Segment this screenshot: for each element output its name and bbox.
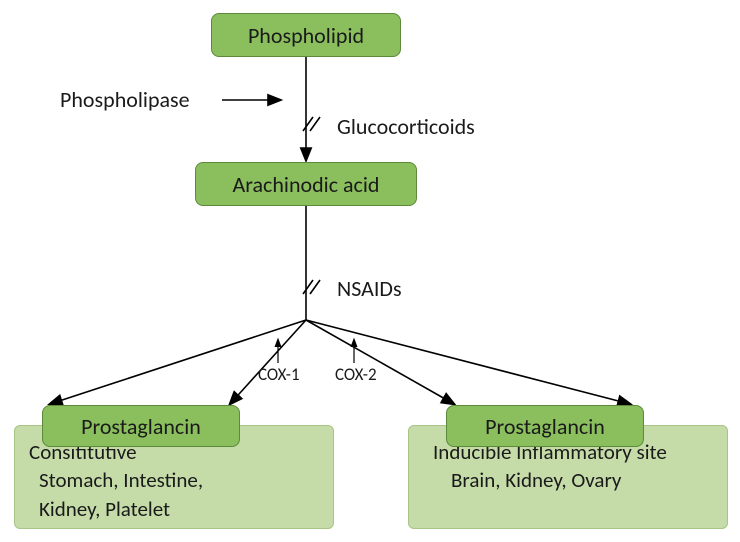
node-pg-right-label: Prostaglancin [485, 413, 605, 440]
node-phospholipid: Phospholipid [211, 13, 401, 57]
panel-right-line2: Brain, Kidney, Ovary [423, 466, 713, 494]
label-cox-2: COX-2 [335, 364, 377, 385]
node-prostaglancin-right: Prostaglancin [446, 405, 644, 447]
label-glucocorticoids: Glucocorticoids [337, 113, 475, 140]
label-nsaids: NSAIDs [337, 275, 402, 302]
panel-left-line3: Kidney, Platelet [29, 495, 319, 523]
label-cox-1: COX-1 [258, 364, 300, 385]
node-arachinodic-acid: Arachinodic acid [195, 162, 417, 206]
node-phospholipid-label: Phospholipid [248, 22, 364, 49]
panel-left-line2: Stomach, Intestine, [29, 466, 319, 494]
label-phospholipase: Phospholipase [60, 86, 190, 113]
node-arachinodic-label: Arachinodic acid [233, 171, 380, 198]
node-pg-left-label: Prostaglancin [81, 413, 201, 440]
node-prostaglancin-left: Prostaglancin [42, 405, 240, 447]
